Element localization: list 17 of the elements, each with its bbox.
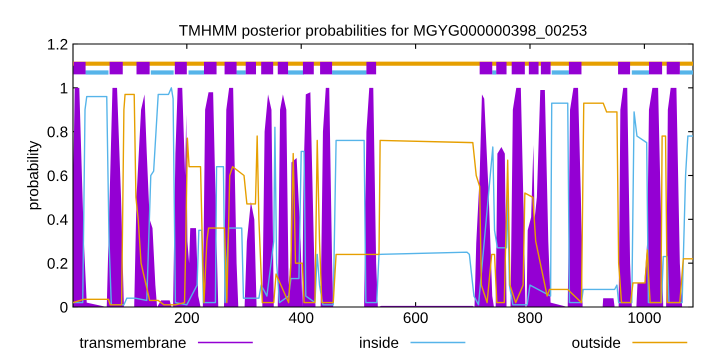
x-tick-label: 800 — [518, 312, 542, 324]
y-tick-label: 1 — [60, 82, 68, 94]
legend-label: inside — [360, 336, 398, 348]
x-tick-label: 200 — [174, 312, 199, 324]
y-tick-label: 0.2 — [48, 258, 68, 269]
chart-title: TMHMM posterior probabilities for MGYG000000398_00253 — [179, 24, 587, 39]
x-tick-label: 600 — [404, 312, 428, 324]
x-tick-label: 1000 — [628, 312, 661, 324]
x-tick-label: 400 — [288, 312, 314, 324]
y-tick-label: 0 — [60, 302, 68, 313]
y-tick-label: 0.8 — [48, 126, 68, 138]
legend-label: outside — [572, 336, 620, 348]
y-tick-label: 0.4 — [48, 214, 68, 226]
y-tick-label: 1.2 — [48, 38, 68, 50]
y-axis-title: probability — [27, 140, 42, 210]
legend-label: transmembrane — [80, 336, 186, 348]
y-tick-label: 0.6 — [48, 170, 68, 182]
